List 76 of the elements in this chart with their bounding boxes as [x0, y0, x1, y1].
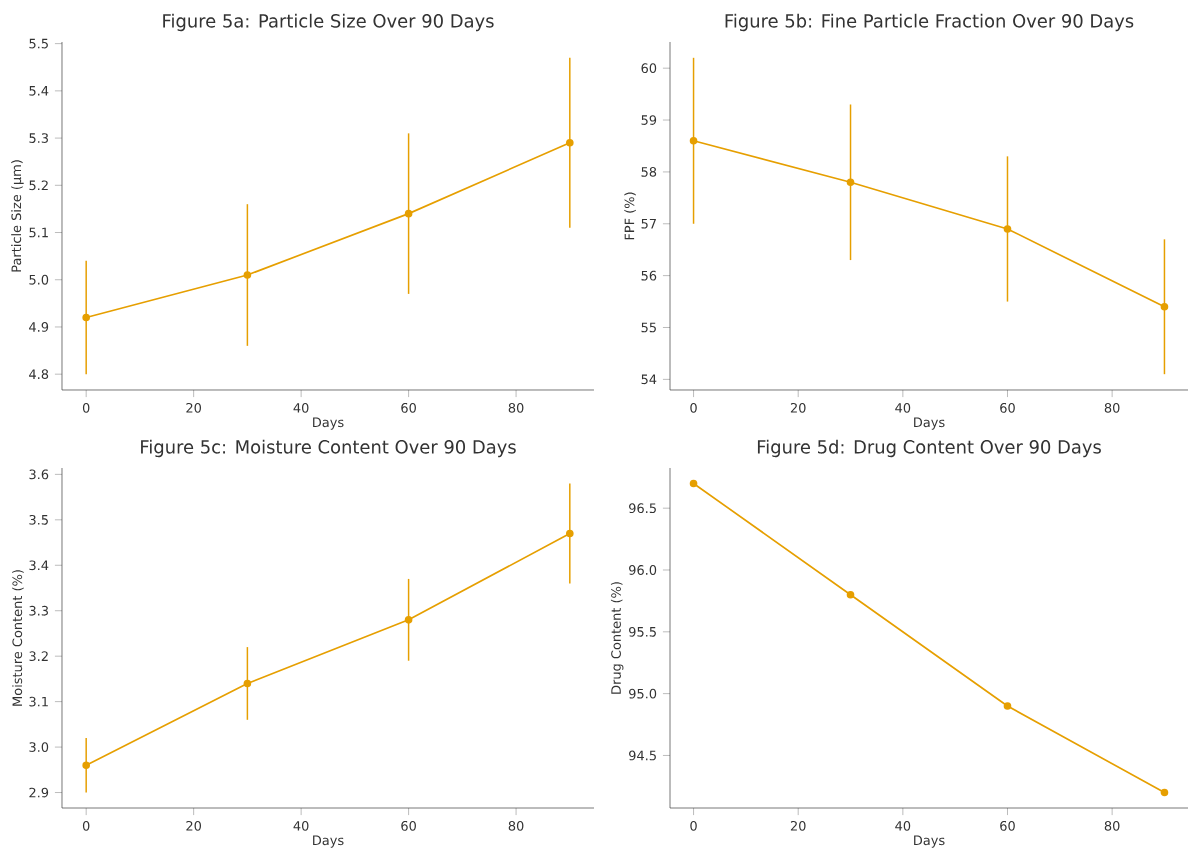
- y-tick-label: 95.0: [629, 688, 657, 699]
- y-axis-title: Particle Size (µm): [11, 160, 24, 272]
- y-tick-label: 3.6: [29, 469, 49, 480]
- point: [565, 138, 574, 147]
- y-tick-label: 4.8: [29, 369, 49, 380]
- y-tick-label: 5.0: [29, 274, 49, 285]
- y-axis-title: Moisture Content (%): [12, 570, 24, 706]
- y-tick-label: 5.4: [29, 86, 49, 96]
- y-tick-label: 58: [641, 167, 657, 177]
- point: [243, 271, 252, 279]
- y-tick-label: 60: [641, 63, 657, 74]
- y-tick-label: 56: [641, 270, 657, 281]
- x-tick-label: 20: [790, 402, 806, 413]
- point: [1003, 225, 1012, 233]
- x-tick-label: 40: [895, 402, 911, 413]
- y-tick-label: 54: [641, 374, 657, 385]
- point: [1003, 702, 1012, 710]
- x-tick-label: 20: [790, 820, 806, 831]
- x-axis-title: Days: [914, 417, 945, 430]
- y-tick-label: 2.9: [29, 787, 49, 798]
- point: [689, 136, 698, 145]
- x-axis-title: Days: [313, 417, 344, 430]
- x-tick-label: 80: [508, 402, 524, 413]
- point: [846, 178, 855, 187]
- y-tick-label: 94.5: [629, 750, 656, 761]
- y-tick-label: 5.1: [29, 227, 48, 238]
- point: [1160, 788, 1169, 797]
- chart-title: Figure 5b: Fine Particle Fraction Over 90 Days: [725, 13, 1134, 32]
- point: [689, 479, 698, 488]
- chart-title: Figure 5c: Moisture Content Over 90 Days: [141, 439, 516, 458]
- y-tick-label: 3.3: [29, 605, 48, 616]
- x-tick-label: 0: [82, 402, 90, 413]
- x-tick-label: 0: [690, 402, 697, 413]
- x-tick-label: 60: [401, 402, 416, 413]
- y-tick-label: 5.2: [29, 180, 48, 191]
- x-axis-title: Days: [313, 835, 344, 848]
- y-tick-label: 59: [641, 115, 657, 125]
- chart-title: Figure 5a: Particle Size Over 90 Days: [163, 13, 494, 32]
- x-tick-label: 80: [508, 820, 524, 831]
- x-axis-title: Days: [914, 835, 945, 848]
- chart-title: Figure 5d: Drug Content Over 90 Days: [757, 439, 1101, 458]
- y-tick-label: 3.0: [29, 742, 49, 752]
- y-tick-label: 96.0: [629, 565, 657, 575]
- x-tick-label: 40: [293, 402, 309, 413]
- x-tick-label: 40: [293, 820, 309, 831]
- x-tick-label: 20: [186, 820, 202, 831]
- x-tick-label: 80: [1104, 402, 1120, 413]
- y-tick-label: 95.5: [629, 626, 656, 637]
- y-tick-label: 55: [641, 322, 656, 333]
- y-tick-label: 3.5: [29, 514, 48, 525]
- point: [404, 616, 413, 624]
- point: [243, 679, 252, 688]
- y-axis-title: Drug Content (%): [610, 582, 624, 694]
- point: [82, 313, 90, 322]
- y-tick-label: 5.5: [29, 38, 48, 49]
- y-tick-label: 3.4: [29, 560, 49, 571]
- x-tick-label: 0: [82, 820, 90, 831]
- y-axis-title: FPF (%): [624, 192, 636, 240]
- y-tick-label: 96.5: [629, 503, 656, 514]
- point: [404, 209, 413, 218]
- x-tick-label: 60: [1000, 820, 1015, 831]
- x-tick-label: 40: [895, 820, 911, 831]
- point: [846, 590, 855, 599]
- x-tick-label: 0: [690, 820, 697, 831]
- x-tick-label: 20: [186, 402, 202, 413]
- x-tick-label: 60: [401, 820, 416, 831]
- y-tick-label: 5.3: [29, 133, 48, 143]
- x-tick-label: 60: [1000, 402, 1015, 413]
- y-tick-label: 3.2: [29, 651, 48, 662]
- point: [565, 529, 574, 538]
- point: [1160, 302, 1169, 311]
- point: [82, 761, 90, 770]
- y-tick-label: 57: [641, 218, 656, 229]
- x-tick-label: 80: [1104, 820, 1120, 831]
- y-tick-label: 3.1: [29, 696, 48, 707]
- y-tick-label: 4.9: [29, 322, 49, 332]
